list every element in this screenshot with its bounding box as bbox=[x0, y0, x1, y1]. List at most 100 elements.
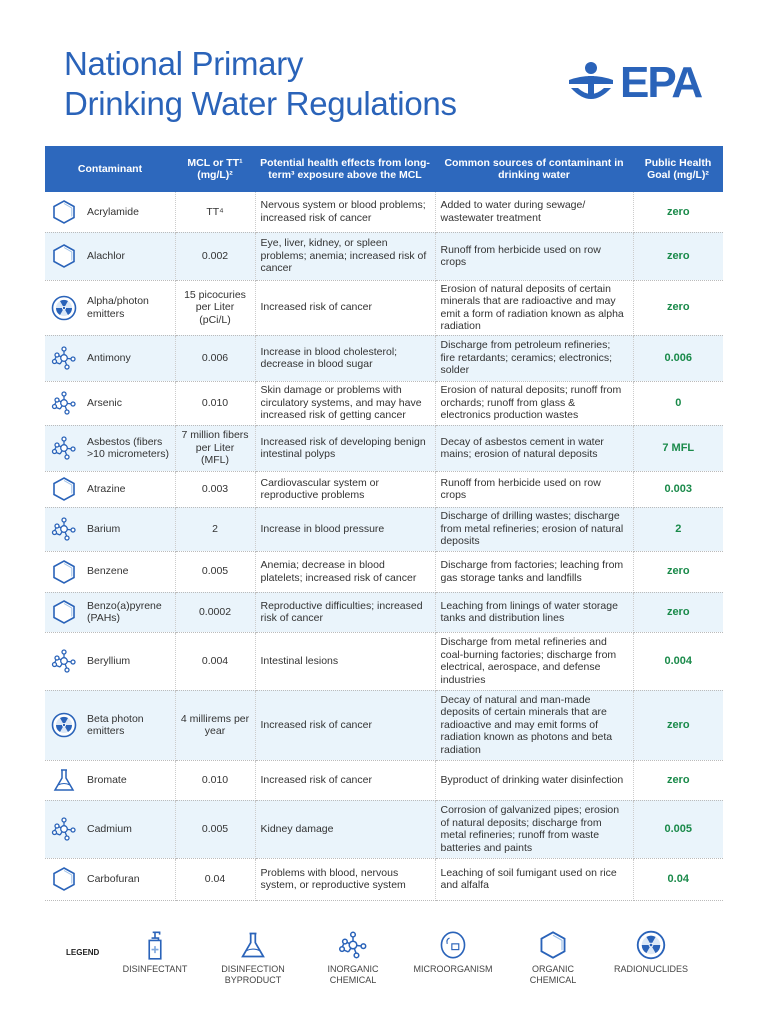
contaminant-cell: Carbofuran bbox=[45, 858, 176, 901]
table-row: Beryllium 0.004 Intestinal lesions Disch… bbox=[45, 632, 723, 691]
legend-item: INORGANIC CHEMICAL bbox=[308, 930, 398, 986]
mcl-value: 0.004 bbox=[175, 632, 256, 691]
mcl-value: 0.002 bbox=[175, 232, 256, 281]
inorganic-chemical-icon bbox=[51, 648, 77, 674]
mcl-value: 2 bbox=[175, 507, 256, 552]
contaminant-name: Carbofuran bbox=[87, 872, 140, 885]
inorganic-chemical-icon bbox=[51, 435, 77, 461]
table-row: Alachlor 0.002 Eye, liver, kidney, or sp… bbox=[45, 232, 723, 281]
contaminant-cell: Arsenic bbox=[45, 381, 176, 426]
contaminant-name: Antimony bbox=[87, 351, 131, 364]
sources: Decay of asbestos cement in water mains;… bbox=[435, 425, 634, 472]
public-health-goal: 0 bbox=[633, 381, 723, 426]
table-row: Arsenic 0.010 Skin damage or problems wi… bbox=[45, 381, 723, 426]
table-row: Asbestos (fibers >10 micrometers) 7 mill… bbox=[45, 425, 723, 472]
contaminant-name: Asbestos (fibers >10 micrometers) bbox=[87, 435, 169, 461]
public-health-goal: 0.04 bbox=[633, 858, 723, 901]
public-health-goal: zero bbox=[633, 690, 723, 761]
table-row: Bromate 0.010 Increased risk of cancer B… bbox=[45, 760, 723, 801]
mcl-value: 0.005 bbox=[175, 551, 256, 593]
legend-item: RADIONUCLIDES bbox=[606, 930, 696, 975]
sources: Runoff from herbicide used on row crops bbox=[435, 232, 634, 281]
contaminant-name: Bromate bbox=[87, 773, 127, 786]
table-row: Beta photon emitters 4 millirems per yea… bbox=[45, 690, 723, 761]
contaminant-name: Barium bbox=[87, 522, 121, 535]
organic-chemical-icon bbox=[51, 866, 77, 892]
organic-chemical-icon bbox=[51, 199, 77, 225]
sources: Byproduct of drinking water disinfection bbox=[435, 760, 634, 801]
organic-chemical-icon bbox=[538, 930, 568, 960]
mcl-value: 7 million fibers per Liter (MFL) bbox=[175, 425, 256, 472]
mcl-value: 0.010 bbox=[175, 381, 256, 426]
disinfection-byproduct-icon bbox=[51, 767, 77, 793]
legend-label: LEGEND bbox=[66, 948, 100, 957]
table-row: Acrylamide TT⁴ Nervous system or blood p… bbox=[45, 192, 723, 233]
organic-chemical-icon bbox=[51, 559, 77, 585]
legend-item-label: RADIONUCLIDES bbox=[613, 964, 688, 974]
header-contaminant: Contaminant bbox=[45, 146, 175, 192]
sources: Discharge from petroleum refineries; fir… bbox=[435, 335, 634, 382]
mcl-value: 4 millirems per year bbox=[175, 690, 256, 761]
page-title: National Primary Drinking Water Regulati… bbox=[64, 44, 457, 124]
table-row: Benzene 0.005 Anemia; decrease in blood … bbox=[45, 551, 723, 593]
contaminant-cell: Asbestos (fibers >10 micrometers) bbox=[45, 425, 176, 472]
legend-item-label: INORGANIC CHEMICAL bbox=[327, 964, 379, 985]
contaminant-cell: Benzene bbox=[45, 551, 176, 593]
header-mcl: MCL or TT¹ (mg/L)² bbox=[175, 146, 255, 192]
table-header: Contaminant MCL or TT¹ (mg/L)² Potential… bbox=[45, 146, 723, 192]
organic-chemical-icon bbox=[51, 476, 77, 502]
public-health-goal: 2 bbox=[633, 507, 723, 552]
contaminant-cell: Bromate bbox=[45, 760, 176, 801]
health-effects: Anemia; decrease in blood platelets; inc… bbox=[255, 551, 436, 593]
mcl-value: 15 picocuries per Liter (pCi/L) bbox=[175, 280, 256, 336]
sources: Decay of natural and man-made deposits o… bbox=[435, 690, 634, 761]
legend-item: ORGANIC CHEMICAL bbox=[508, 930, 598, 986]
sources: Corrosion of galvanized pipes; erosion o… bbox=[435, 800, 634, 859]
sources: Leaching of soil fumigant used on rice a… bbox=[435, 858, 634, 901]
public-health-goal: 0.005 bbox=[633, 800, 723, 859]
mcl-value: 0.003 bbox=[175, 471, 256, 508]
health-effects: Reproductive difficulties; increased ris… bbox=[255, 592, 436, 633]
disinfection-byproduct-icon bbox=[238, 930, 268, 960]
header-sources: Common sources of contaminant in drinkin… bbox=[435, 146, 633, 192]
contaminant-cell: Benzo(a)pyrene (PAHs) bbox=[45, 592, 176, 633]
contaminant-name: Alachlor bbox=[87, 249, 125, 262]
contaminant-cell: Barium bbox=[45, 507, 176, 552]
table-row: Antimony 0.006 Increase in blood cholest… bbox=[45, 335, 723, 382]
table-row: Carbofuran 0.04 Problems with blood, ner… bbox=[45, 858, 723, 901]
contaminant-cell: Acrylamide bbox=[45, 192, 176, 233]
health-effects: Kidney damage bbox=[255, 800, 436, 859]
health-effects: Increase in blood pressure bbox=[255, 507, 436, 552]
contaminant-cell: Beta photon emitters bbox=[45, 690, 176, 761]
table-row: Alpha/photon emitters 15 picocuries per … bbox=[45, 280, 723, 336]
mcl-value: 0.010 bbox=[175, 760, 256, 801]
mcl-value: 0.006 bbox=[175, 335, 256, 382]
inorganic-chemical-icon bbox=[51, 516, 77, 542]
health-effects: Intestinal lesions bbox=[255, 632, 436, 691]
legend: LEGEND DISINFECTANT DISINFECTION BYPRODUC… bbox=[0, 930, 768, 1000]
contaminant-cell: Alpha/photon emitters bbox=[45, 280, 176, 336]
sources: Added to water during sewage/ wastewater… bbox=[435, 192, 634, 233]
table-row: Benzo(a)pyrene (PAHs) 0.0002 Reproductiv… bbox=[45, 592, 723, 633]
health-effects: Skin damage or problems with circulatory… bbox=[255, 381, 436, 426]
disinfectant-icon bbox=[140, 930, 170, 960]
header-health-effects: Potential health effects from long-term³… bbox=[255, 146, 435, 192]
public-health-goal: zero bbox=[633, 551, 723, 593]
inorganic-chemical-icon bbox=[51, 390, 77, 416]
public-health-goal: 7 MFL bbox=[633, 425, 723, 472]
legend-item: MICROORGANISM bbox=[408, 930, 498, 975]
radionuclides-icon bbox=[636, 930, 666, 960]
table-row: Atrazine 0.003 Cardiovascular system or … bbox=[45, 471, 723, 508]
epa-flower-icon bbox=[569, 62, 613, 99]
radionuclides-icon bbox=[51, 295, 77, 321]
mcl-value: TT⁴ bbox=[175, 192, 256, 233]
mcl-value: 0.005 bbox=[175, 800, 256, 859]
health-effects: Increased risk of cancer bbox=[255, 760, 436, 801]
inorganic-chemical-icon bbox=[51, 345, 77, 371]
public-health-goal: zero bbox=[633, 280, 723, 336]
sources: Runoff from herbicide used on row crops bbox=[435, 471, 634, 508]
legend-item: DISINFECTION BYPRODUCT bbox=[208, 930, 298, 986]
table-row: Cadmium 0.005 Kidney damage Corrosion of… bbox=[45, 800, 723, 859]
sources: Erosion of natural deposits; runoff from… bbox=[435, 381, 634, 426]
epa-logo: EPA bbox=[566, 58, 703, 108]
